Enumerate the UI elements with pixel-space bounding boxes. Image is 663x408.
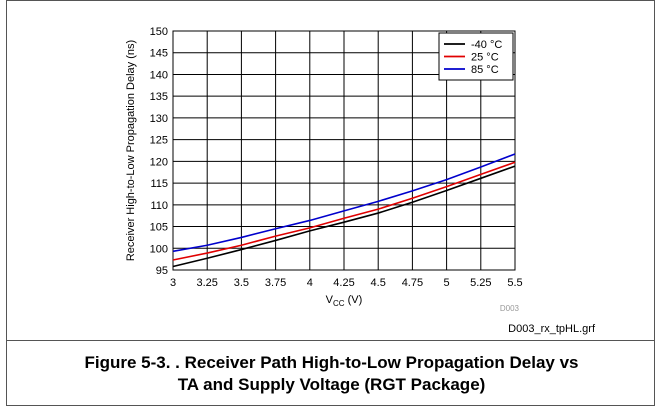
x-tick-label: 5.5 — [507, 277, 522, 289]
y-axis-label: Receiver High-to-Low Propagation Delay (… — [125, 40, 137, 261]
graph-file-label: D003_rx_tpHL.grf — [508, 323, 595, 335]
caption-line-1: Figure 5-3. . Receiver Path High-to-Low … — [84, 353, 579, 372]
chart-watermark: D003 — [500, 304, 520, 313]
series-line — [172, 161, 516, 261]
x-tick-label: 3.25 — [196, 277, 217, 289]
y-tick-label: 110 — [150, 200, 168, 212]
legend-label: 25 °C — [471, 52, 499, 64]
y-tick-label: 140 — [150, 69, 168, 81]
y-tick-label: 125 — [150, 135, 168, 147]
y-tick-label: 95 — [156, 265, 168, 277]
figure-frame — [6, 0, 655, 406]
x-axis-label: VCC (V) — [326, 294, 363, 308]
x-tick-label: 4.5 — [371, 277, 386, 289]
x-tick-label: 4 — [307, 277, 313, 289]
series-line — [172, 165, 516, 268]
y-tick-label: 120 — [150, 156, 168, 168]
y-tick-label: 145 — [150, 48, 168, 60]
figure-caption: Figure 5-3. . Receiver Path High-to-Low … — [0, 352, 663, 396]
y-tick-label: 130 — [150, 113, 168, 125]
x-tick-label: 4.25 — [333, 277, 354, 289]
y-tick-label: 135 — [150, 91, 168, 103]
x-tick-label: 3 — [170, 277, 176, 289]
plot-area-border — [172, 30, 516, 271]
legend-label: 85 °C — [471, 64, 499, 76]
figure-divider — [6, 340, 655, 341]
series-line — [172, 153, 516, 253]
x-tick-label: 3.75 — [265, 277, 286, 289]
legend-label: -40 °C — [471, 39, 502, 51]
x-tick-label: 5 — [444, 277, 450, 289]
x-tick-label: 3.5 — [234, 277, 249, 289]
y-tick-label: 150 — [150, 26, 168, 38]
propagation-delay-chart: 3 3.25 3.5 3.75 4 4.25 4.5 4.75 5 5.25 5.5 95 100 105… — [125, 26, 523, 313]
y-tick-label: 100 — [150, 243, 168, 255]
x-tick-label: 5.25 — [470, 277, 491, 289]
y-tick-label: 105 — [150, 222, 168, 234]
caption-line-2: TA and Supply Voltage (RGT Package) — [177, 375, 486, 394]
y-tick-label: 115 — [150, 178, 168, 190]
x-tick-label: 4.75 — [402, 277, 423, 289]
